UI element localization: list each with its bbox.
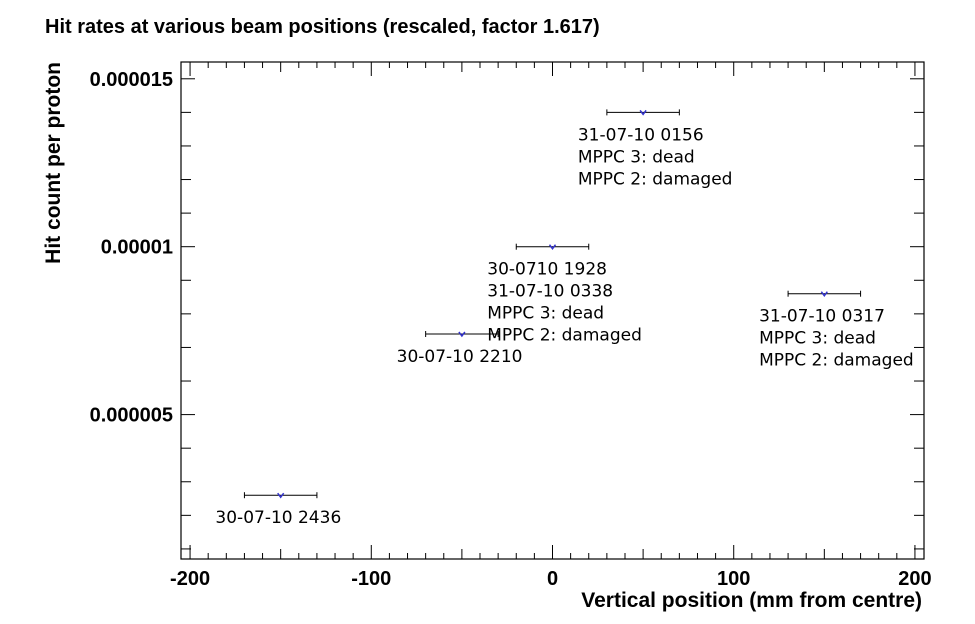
point-marker (639, 109, 647, 116)
point-annotation: MPPC 2: damaged (759, 351, 914, 371)
x-tick-label: -100 (351, 568, 391, 590)
x-tick-label: 200 (898, 568, 931, 590)
point-annotation: 30-07-10 2210 (397, 347, 523, 367)
point-marker (548, 244, 557, 250)
point-annotation: 30-0710 1928 (487, 260, 607, 280)
point-marker (820, 291, 828, 297)
point-annotation: 31-07-10 0338 (487, 282, 613, 302)
axes: -200 -100 0 100 200 0.000005 0.00001 0.000015 (90, 62, 932, 590)
point-annotation: 30-07-10 2436 (215, 508, 341, 528)
point-marker (458, 331, 466, 338)
point-annotation: MPPC 3: dead (759, 329, 876, 349)
point-annotation: MPPC 2: damaged (578, 169, 733, 189)
point-marker (277, 492, 285, 499)
point-annotation: MPPC 3: dead (487, 304, 604, 324)
y-tick-label: 0.000005 (90, 405, 173, 427)
point-annotation: 31-07-10 0317 (759, 307, 885, 327)
y-tick-label: 0.000015 (90, 69, 173, 91)
y-axis-label: Hit count per proton (42, 62, 65, 264)
chart-title: Hit rates at various beam positions (res… (45, 16, 600, 38)
y-tick-label: 0.00001 (101, 237, 173, 259)
point-annotation: 31-07-10 0156 (578, 125, 704, 145)
x-axis-label: Vertical position (mm from centre) (581, 589, 922, 612)
data-point-1: 30-07-10 2436 (215, 492, 341, 528)
data-point-2: 30-07-10 2210 (397, 331, 523, 367)
point-annotation: MPPC 2: damaged (487, 326, 642, 346)
x-tick-label: -200 (170, 568, 210, 590)
x-tick-label: 100 (717, 568, 750, 590)
point-annotation: MPPC 3: dead (578, 147, 695, 167)
x-tick-label: 0 (547, 568, 558, 590)
